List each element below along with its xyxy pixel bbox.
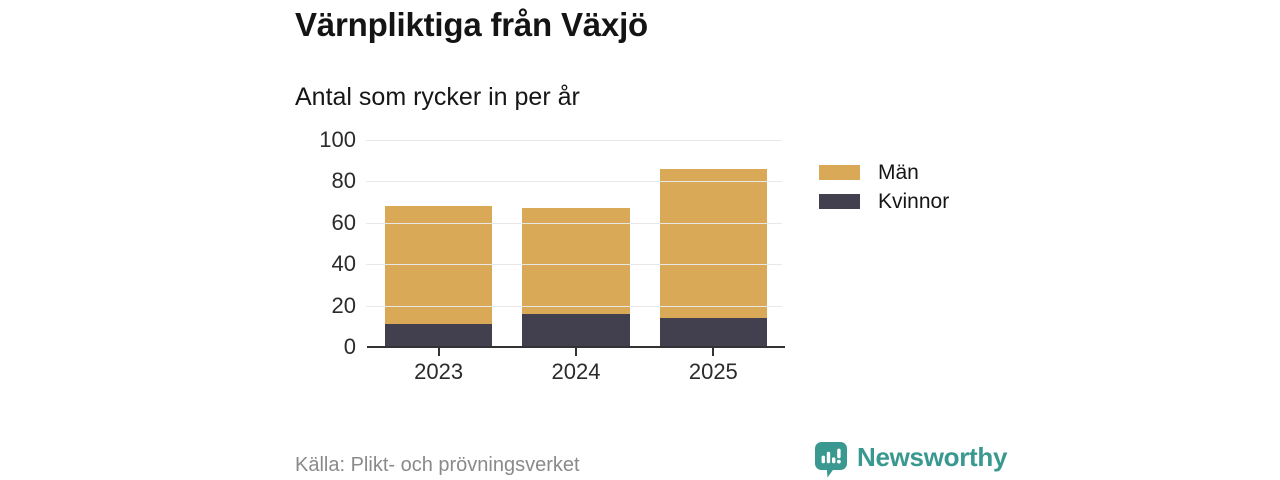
newsworthy-logo-icon — [815, 442, 847, 478]
legend-item-kvinnor: Kvinnor — [819, 187, 949, 216]
y-axis: 0 20 40 60 80 100 — [280, 129, 356, 358]
x-tick-2025 — [712, 348, 715, 356]
bar-group-2024 — [507, 140, 644, 347]
bar-segment-kvinnor-2024 — [522, 313, 630, 347]
y-tick-label-20: 20 — [331, 292, 356, 318]
bars — [370, 140, 782, 347]
x-tick-label-2024: 2024 — [551, 359, 601, 384]
gridline-100 — [366, 140, 782, 141]
y-tick-label-60: 60 — [331, 209, 356, 235]
bar-segment-män-2023 — [385, 206, 493, 325]
stacked-bar-2024 — [522, 140, 630, 347]
newsworthy-brand-link[interactable]: Newsworthy — [814, 441, 1007, 478]
x-tick-label-2025: 2025 — [688, 359, 738, 384]
bar-segment-kvinnor-2025 — [659, 318, 767, 347]
legend: Män Kvinnor — [819, 158, 949, 216]
bar-segment-män-2024 — [522, 208, 630, 314]
stacked-bar-2023 — [385, 140, 493, 347]
legend-item-män: Män — [819, 158, 949, 187]
gridline-80 — [366, 181, 782, 183]
x-tick-2023 — [437, 348, 440, 356]
bar-group-2023 — [370, 140, 507, 347]
legend-swatch-män — [819, 165, 860, 180]
newsworthy-wordmark: Newsworthy — [857, 442, 1008, 472]
plot-area — [366, 140, 785, 356]
source-note: Källa: Plikt- och prövningsverket — [295, 454, 580, 476]
x-axis-line — [367, 345, 785, 348]
legend-swatch-kvinnor — [819, 194, 860, 209]
gridline-20 — [366, 305, 782, 307]
x-axis-labels: 2023 2024 2025 — [370, 359, 782, 387]
bar-segment-män-2025 — [659, 169, 767, 319]
chart-subtitle: Antal som rycker in per år — [295, 83, 580, 111]
x-tick-2024 — [575, 348, 577, 356]
legend-label-män: Män — [878, 160, 919, 184]
y-tick-label-80: 80 — [331, 168, 356, 194]
x-tick-label-2023: 2023 — [414, 359, 464, 384]
legend-label-kvinnor: Kvinnor — [878, 189, 950, 213]
stacked-bar-2025 — [659, 140, 767, 347]
gridline-60 — [366, 222, 782, 224]
y-tick-label-0: 0 — [343, 334, 356, 359]
chart-title: Värnpliktiga från Växjö — [295, 6, 649, 43]
bar-segment-kvinnor-2023 — [385, 324, 493, 347]
gridline-40 — [366, 264, 782, 266]
y-tick-label-100: 100 — [319, 127, 356, 152]
y-tick-label-40: 40 — [331, 251, 356, 277]
bar-group-2025 — [645, 140, 782, 347]
